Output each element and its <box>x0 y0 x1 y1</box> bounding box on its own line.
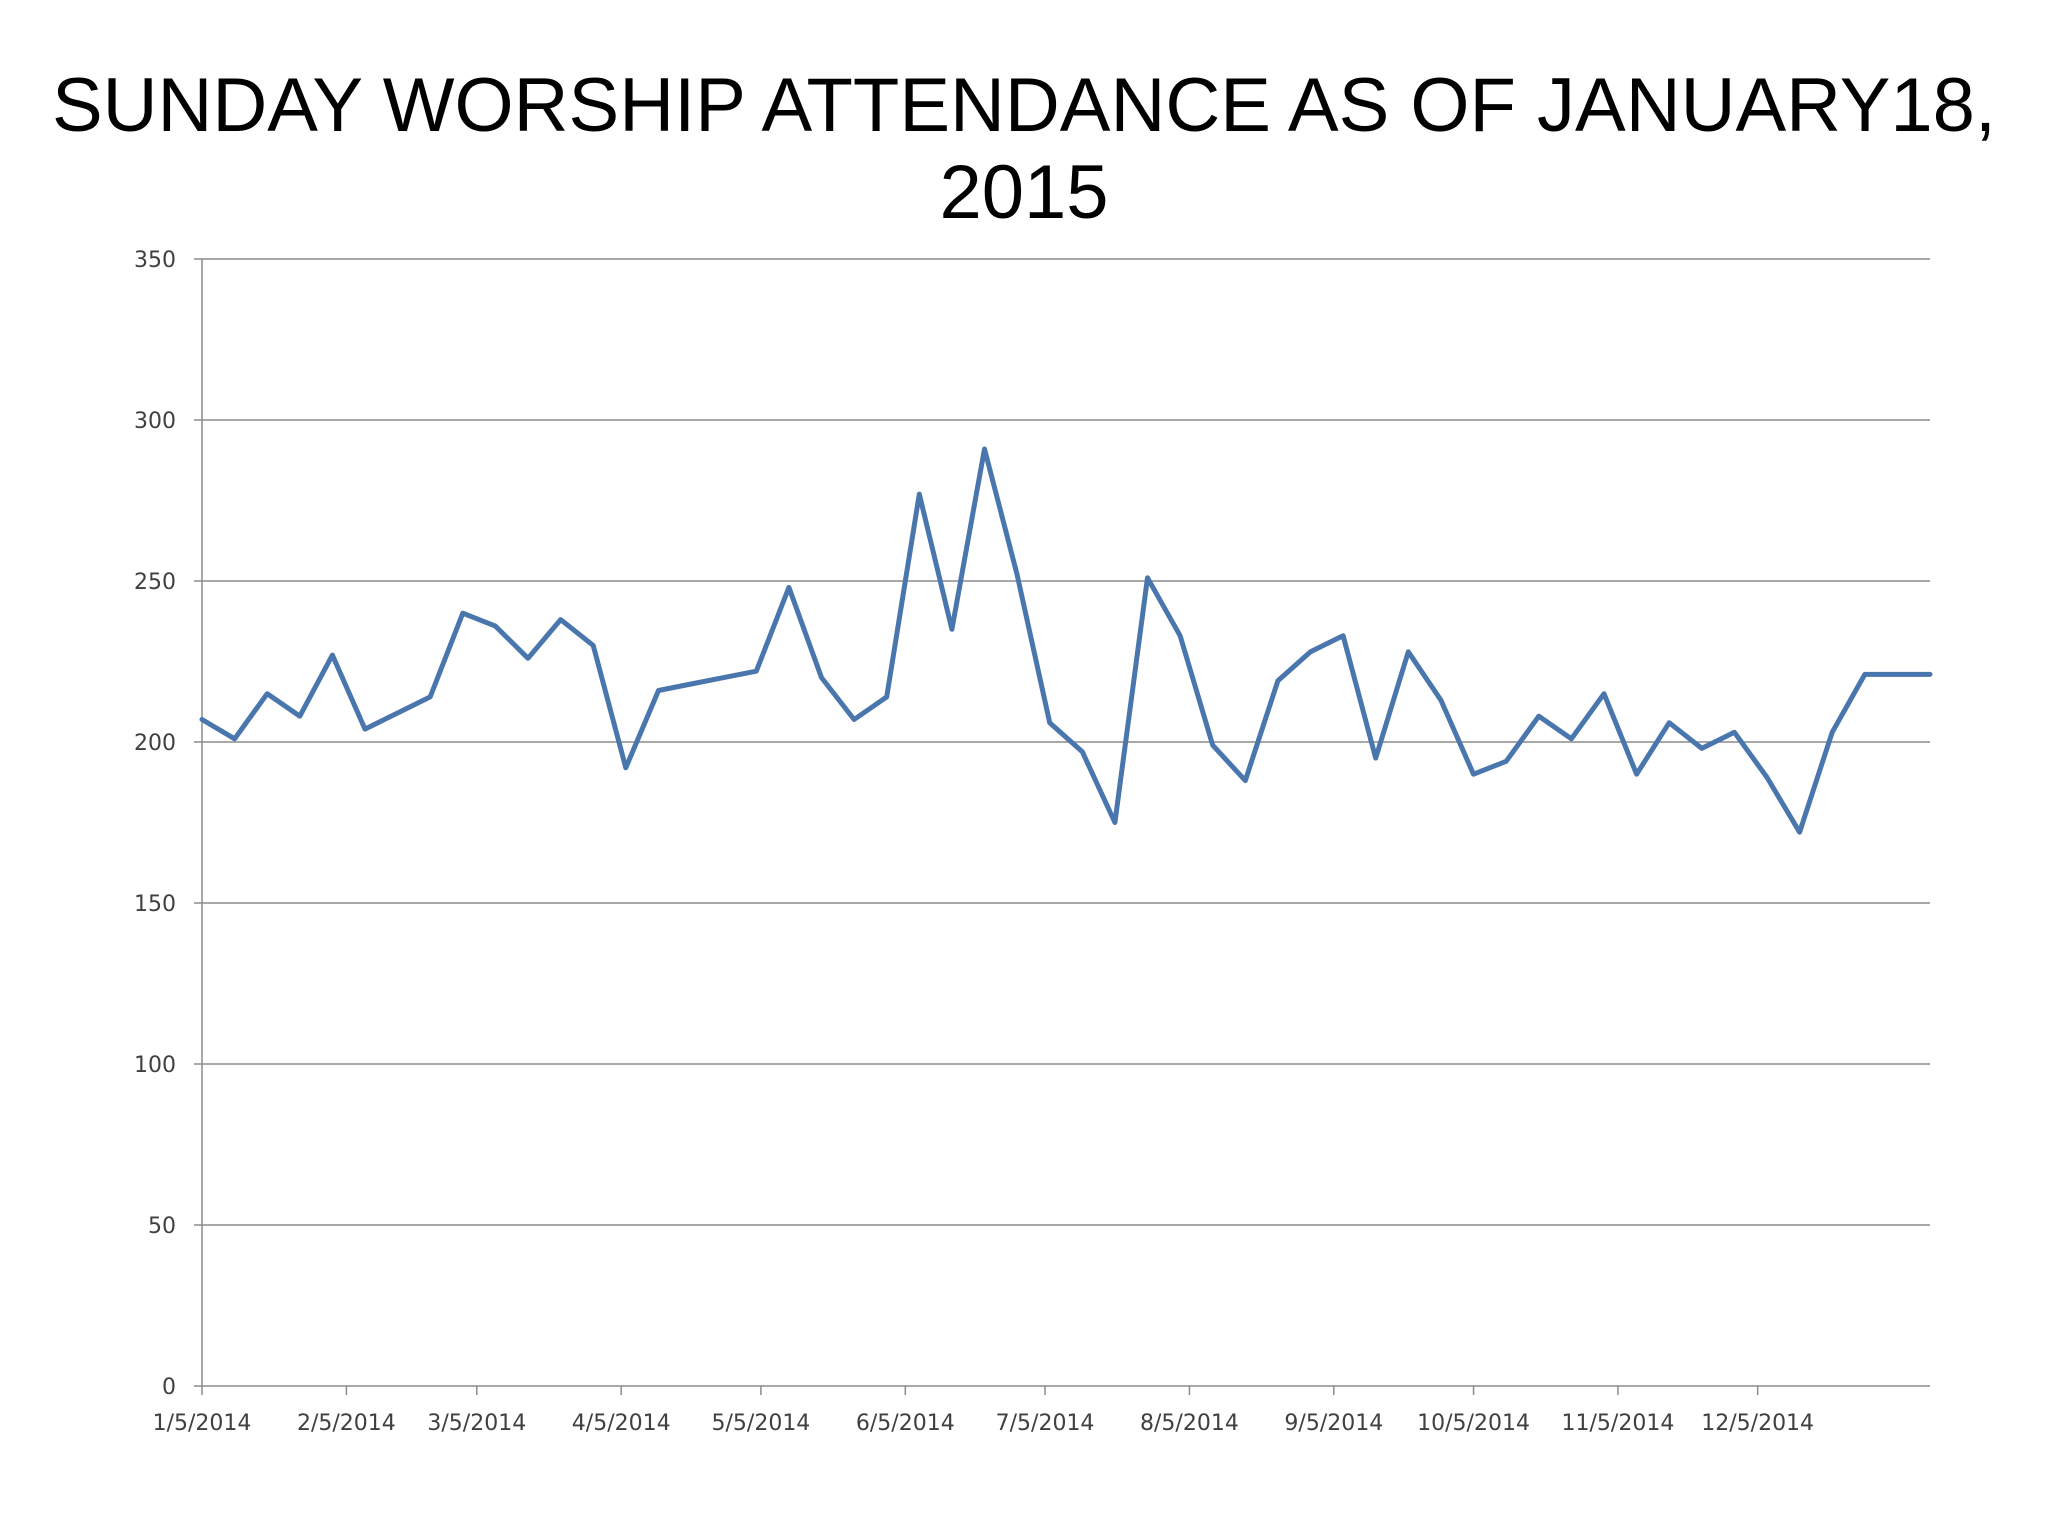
x-tick-label: 12/5/2014 <box>1701 1411 1814 1436</box>
data-point <box>461 611 465 615</box>
gridlines <box>202 258 1930 1226</box>
x-tick-label: 4/5/2014 <box>572 1411 671 1436</box>
data-point <box>298 714 302 718</box>
y-tick-label: 100 <box>134 1053 176 1078</box>
data-point <box>1504 759 1508 763</box>
data-point <box>233 737 237 741</box>
data-point <box>885 695 889 699</box>
x-tick-label: 11/5/2014 <box>1562 1411 1675 1436</box>
y-tick-label: 0 <box>162 1375 176 1400</box>
data-point <box>1928 672 1932 676</box>
data-point <box>722 676 726 680</box>
x-tick-label: 7/5/2014 <box>996 1411 1095 1436</box>
y-tick-label: 50 <box>148 1214 176 1239</box>
data-point <box>1243 779 1247 783</box>
x-tick-label: 5/5/2014 <box>712 1411 811 1436</box>
data-point <box>1080 750 1084 754</box>
y-tick-label: 300 <box>134 409 176 434</box>
data-point <box>1700 746 1704 750</box>
data-point <box>624 766 628 770</box>
data-point <box>982 447 986 451</box>
data-point <box>591 643 595 647</box>
data-point <box>656 688 660 692</box>
data-point <box>1765 775 1769 779</box>
data-point <box>1569 737 1573 741</box>
data-point <box>265 692 269 696</box>
y-tick-label: 250 <box>134 570 176 595</box>
data-point <box>1178 634 1182 638</box>
y-axis-ticks: 0 50 100 150 200 250 300 350 <box>134 248 202 1400</box>
x-axis-ticks: 1/5/2014 2/5/2014 3/5/2014 4/5/2014 5/5/2014… <box>153 1386 1814 1436</box>
data-point <box>1406 650 1410 654</box>
data-point <box>1048 721 1052 725</box>
data-point <box>1667 721 1671 725</box>
data-point <box>1341 634 1345 638</box>
data-point <box>526 656 530 660</box>
data-point <box>1732 730 1736 734</box>
data-point <box>396 711 400 715</box>
data-point <box>1439 698 1443 702</box>
data-point <box>1635 772 1639 776</box>
data-point <box>493 624 497 628</box>
data-point <box>754 669 758 673</box>
data-point <box>950 627 954 631</box>
data-point <box>852 717 856 721</box>
x-tick-label: 1/5/2014 <box>153 1411 252 1436</box>
data-point <box>1211 743 1215 747</box>
data-point <box>363 727 367 731</box>
data-point <box>1830 730 1834 734</box>
data-point <box>689 682 693 686</box>
data-point <box>1472 772 1476 776</box>
y-tick-label: 150 <box>134 892 176 917</box>
data-point <box>1015 573 1019 577</box>
data-point <box>1537 714 1541 718</box>
data-point <box>330 653 334 657</box>
data-point <box>559 618 563 622</box>
data-point <box>1895 672 1899 676</box>
data-point <box>1146 576 1150 580</box>
y-tick-label: 350 <box>134 248 176 273</box>
data-point <box>1863 672 1867 676</box>
series-line <box>199 446 1933 835</box>
data-point <box>917 492 921 496</box>
data-point <box>1602 692 1606 696</box>
data-point <box>428 695 432 699</box>
x-tick-label: 8/5/2014 <box>1140 1411 1239 1436</box>
data-point <box>1309 650 1313 654</box>
data-point <box>787 585 791 589</box>
data-point <box>1276 679 1280 683</box>
data-point <box>1798 830 1802 834</box>
x-tick-label: 6/5/2014 <box>856 1411 955 1436</box>
axes <box>201 259 1930 1387</box>
chart-title: SUNDAY WORSHIP ATTENDANCE AS OF JANUARY1… <box>51 63 1997 235</box>
data-point <box>200 717 204 721</box>
x-tick-label: 3/5/2014 <box>427 1411 526 1436</box>
data-points <box>200 447 1932 834</box>
data-point <box>819 676 823 680</box>
data-point <box>1113 821 1117 824</box>
x-tick-label: 2/5/2014 <box>297 1411 396 1436</box>
x-tick-label: 9/5/2014 <box>1284 1411 1383 1436</box>
x-tick-label: 10/5/2014 <box>1417 1411 1530 1436</box>
y-tick-label: 200 <box>134 731 176 756</box>
data-point <box>1374 756 1378 760</box>
